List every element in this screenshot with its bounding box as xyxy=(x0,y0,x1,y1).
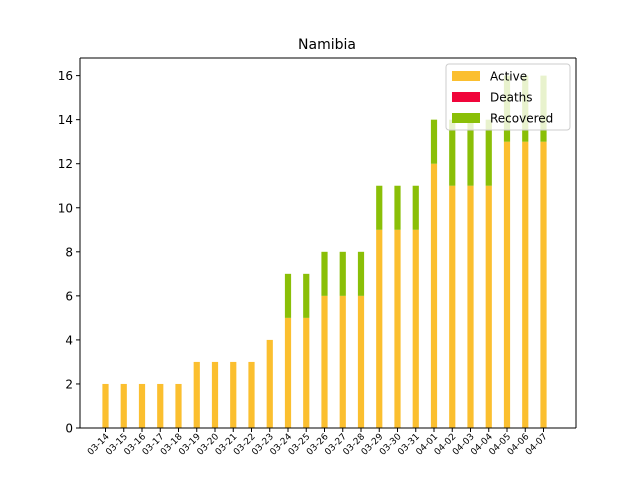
y-tick-label-0: 0 xyxy=(65,422,73,436)
bar-active-04-01 xyxy=(430,163,438,428)
bar-active-03-31 xyxy=(412,229,419,428)
legend-swatch-recovered xyxy=(452,113,480,123)
bar-active-03-29 xyxy=(376,229,383,428)
bar-recovered-03-24 xyxy=(284,273,292,318)
y-tick-label-16: 16 xyxy=(58,69,73,83)
bar-active-04-07 xyxy=(540,141,547,428)
bar-recovered-04-02 xyxy=(449,119,456,186)
bar-active-04-03 xyxy=(467,185,474,428)
bar-active-03-23 xyxy=(266,339,273,428)
bar-active-04-06 xyxy=(522,141,529,428)
y-tick-label-12: 12 xyxy=(58,157,73,171)
legend-swatch-deaths xyxy=(452,92,480,102)
y-tick-label-14: 14 xyxy=(58,113,73,127)
bar-active-04-04 xyxy=(485,185,492,428)
bar-recovered-04-04 xyxy=(485,119,492,186)
bar-active-03-26 xyxy=(321,295,328,428)
y-tick-label-2: 2 xyxy=(65,377,73,391)
bar-recovered-03-25 xyxy=(303,273,310,318)
bar-active-03-16 xyxy=(138,383,146,428)
bar-active-03-18 xyxy=(175,383,182,428)
legend-label-deaths: Deaths xyxy=(490,91,533,105)
bar-active-03-22 xyxy=(248,361,255,428)
bar-recovered-03-29 xyxy=(376,185,383,230)
bar-recovered-04-01 xyxy=(430,119,438,164)
bar-recovered-03-30 xyxy=(394,185,401,230)
bar-active-03-17 xyxy=(157,383,164,428)
bar-active-03-14 xyxy=(102,383,109,428)
bar-recovered-04-03 xyxy=(467,119,474,186)
bar-recovered-03-27 xyxy=(339,251,346,296)
y-tick-label-4: 4 xyxy=(65,333,73,347)
bar-active-03-21 xyxy=(230,361,237,428)
legend-label-recovered: Recovered xyxy=(490,112,553,126)
bar-active-03-28 xyxy=(357,295,365,428)
y-tick-label-6: 6 xyxy=(65,289,73,303)
bar-active-04-02 xyxy=(449,185,456,428)
y-tick-label-8: 8 xyxy=(65,245,73,259)
bar-recovered-03-31 xyxy=(412,185,419,230)
bar-recovered-03-28 xyxy=(357,251,365,296)
bar-active-03-27 xyxy=(339,295,346,428)
bar-active-04-05 xyxy=(503,141,511,428)
legend-swatch-active xyxy=(452,71,480,81)
legend: Active Deaths Recovered xyxy=(445,63,571,131)
bar-recovered-03-26 xyxy=(321,251,328,296)
bar-active-03-25 xyxy=(303,317,310,428)
bar-active-03-15 xyxy=(120,383,127,428)
bar-active-03-30 xyxy=(394,229,401,428)
y-tick-label-10: 10 xyxy=(58,201,73,215)
chart-title: Namibia xyxy=(298,37,356,53)
bar-active-03-19 xyxy=(193,361,200,428)
legend-label-active: Active xyxy=(490,70,527,84)
bar-active-03-20 xyxy=(211,361,219,428)
bar-active-03-24 xyxy=(284,317,292,428)
